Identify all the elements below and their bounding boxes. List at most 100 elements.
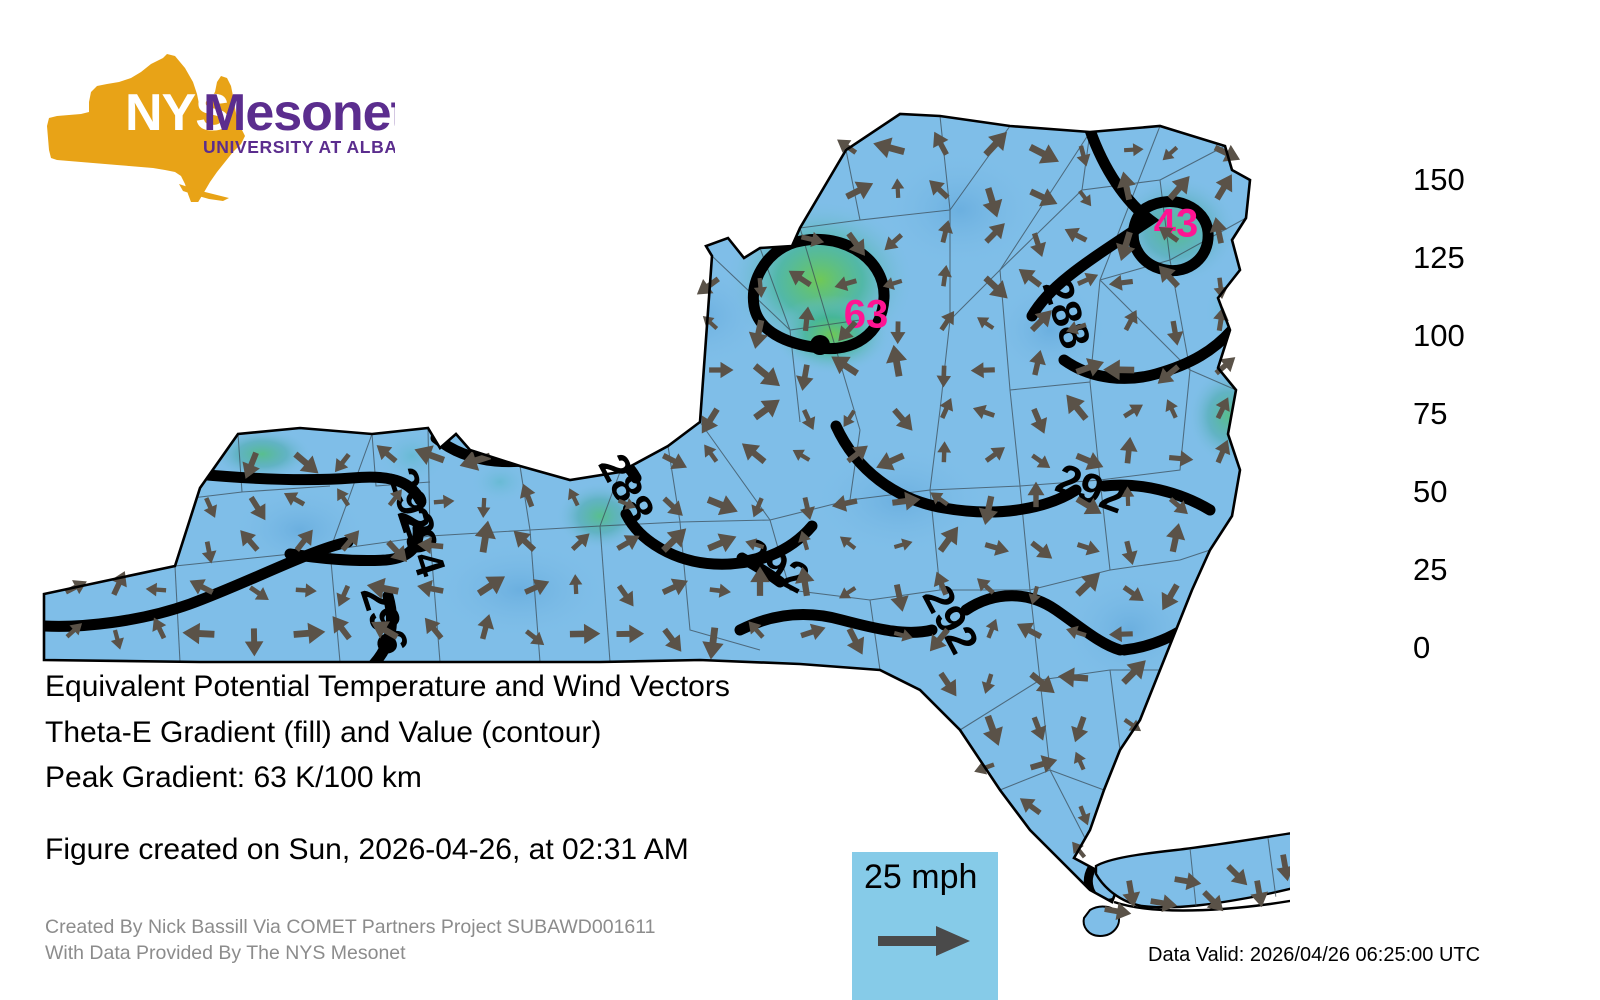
wind-arrow xyxy=(1029,755,1058,773)
wind-arrow xyxy=(293,451,319,474)
wind-arrow xyxy=(386,539,407,563)
credit-line-2: With Data Provided By The NYS Mesonet xyxy=(45,941,406,964)
wind-arrow xyxy=(748,621,765,639)
wind-arrow xyxy=(1214,439,1231,464)
wind-arrow xyxy=(936,365,952,388)
wind-arrow xyxy=(189,579,214,595)
wind-arrow xyxy=(1226,864,1248,886)
wind-arrow xyxy=(433,494,455,509)
wind-arrow xyxy=(414,445,446,465)
wind-arrow xyxy=(834,276,858,291)
logo-text-nys: NYS xyxy=(125,84,229,142)
wind-arrow xyxy=(1121,660,1146,685)
wind-arrow xyxy=(984,539,1009,556)
wind-arrow xyxy=(939,311,955,332)
wind-arrow xyxy=(972,404,996,420)
wind-arrow xyxy=(696,276,720,295)
wind-arrow xyxy=(706,495,738,516)
wind-arrow xyxy=(846,231,865,256)
wind-arrow xyxy=(1029,310,1052,333)
wind-arrow xyxy=(838,320,858,342)
wind-arrow xyxy=(616,624,645,644)
wind-arrow xyxy=(1030,407,1048,434)
wind-arrow xyxy=(240,530,260,552)
wind-arrow xyxy=(702,627,724,660)
wind-arrow xyxy=(1168,450,1194,467)
logo-long-island-shape xyxy=(179,184,229,201)
wind-arrow xyxy=(788,270,812,288)
wind-arrow xyxy=(893,629,913,642)
wind-arrow xyxy=(843,409,856,428)
wind-arrow xyxy=(1078,189,1092,207)
wind-arrow xyxy=(1071,716,1089,743)
wind-arrow xyxy=(745,538,765,551)
wind-arrow xyxy=(891,178,905,199)
wind-arrow xyxy=(792,449,811,462)
wind-arrow xyxy=(800,231,825,247)
wind-arrow xyxy=(882,277,903,290)
wind-arrow xyxy=(845,181,874,200)
wind-arrow xyxy=(244,628,264,657)
wind-arrow xyxy=(753,399,780,421)
wind-arrow xyxy=(938,220,953,244)
wind-arrow xyxy=(1029,671,1055,694)
wind-arrow xyxy=(704,444,719,463)
wind-arrow xyxy=(1158,226,1180,243)
wind-arrow xyxy=(477,614,495,640)
wind-arrow xyxy=(1073,751,1086,771)
colorbar-tick-125: 125 xyxy=(1413,240,1465,275)
wind-arrow xyxy=(701,407,720,434)
wind-arrow xyxy=(1103,359,1135,381)
wind-arrow xyxy=(1167,176,1190,201)
wind-arrow xyxy=(1165,399,1178,419)
wind-arrow xyxy=(1077,805,1091,826)
colorbar-tick-100: 100 xyxy=(1413,317,1465,353)
wind-arrow xyxy=(1121,486,1135,506)
wind-arrow xyxy=(182,622,215,645)
wind-arrow xyxy=(976,578,995,595)
wind-arrow xyxy=(1029,188,1058,207)
wind-arrow xyxy=(417,536,444,554)
theta-e-gradient-map: 288 288 292 294 296 292 292 292 43 63 xyxy=(0,30,1290,940)
wind-arrow xyxy=(1209,217,1228,244)
wind-vector-legend: 25 mph xyxy=(852,852,998,1000)
wind-arrow xyxy=(1028,144,1059,164)
wind-legend-speed-label: 25 mph xyxy=(864,858,978,896)
wind-arrow xyxy=(201,541,217,564)
wind-arrow xyxy=(662,627,682,652)
wind-arrow xyxy=(1075,452,1104,470)
wind-arrow xyxy=(1028,585,1041,605)
contour-288-north xyxy=(1026,124,1160,322)
wind-arrow xyxy=(750,566,770,596)
wind-arrow xyxy=(846,445,868,464)
credits-block: Created By Nick Bassill Via COMET Partne… xyxy=(45,915,656,967)
wind-arrow xyxy=(569,623,601,644)
wind-arrow xyxy=(982,714,1003,746)
wind-arrow xyxy=(984,223,1005,244)
wind-arrow xyxy=(1064,227,1088,243)
wind-arrow xyxy=(846,627,865,655)
wind-arrow xyxy=(417,579,444,598)
wind-arrow xyxy=(1174,872,1202,891)
wind-arrow xyxy=(152,617,167,640)
wind-arrow xyxy=(1213,277,1228,299)
wind-arrow xyxy=(248,585,269,601)
wind-arrow xyxy=(570,533,590,551)
long-island-region xyxy=(1082,832,1290,938)
wind-arrow xyxy=(203,497,217,518)
wind-arrow xyxy=(751,497,765,518)
wind-arrow xyxy=(1030,540,1053,559)
colorbar-tick-50: 50 xyxy=(1413,474,1448,509)
wind-arrow xyxy=(933,131,949,156)
wind-arrow xyxy=(1202,890,1224,912)
caption-line-4: Figure created on Sun, 2026-04-26, at 02… xyxy=(45,832,689,866)
wind-arrow xyxy=(387,489,402,507)
wind-arrow xyxy=(1029,350,1046,376)
long-island-south-shore xyxy=(1113,899,1290,912)
wind-arrow xyxy=(837,139,858,155)
wind-arrow xyxy=(1108,626,1133,643)
wind-arrow xyxy=(283,492,306,507)
wind-arrow xyxy=(893,538,913,551)
wind-arrow xyxy=(662,496,683,516)
wind-arrow xyxy=(1122,880,1141,908)
